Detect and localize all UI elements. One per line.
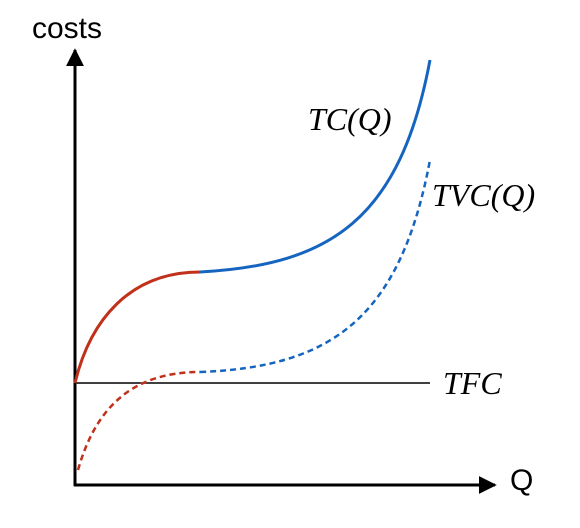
tvc-label: TVC(Q) bbox=[432, 177, 535, 213]
tvc-curve-blue bbox=[199, 159, 432, 374]
tfc-label: TFC bbox=[443, 365, 502, 401]
tc-label: TC(Q) bbox=[308, 101, 392, 137]
tc-curve-red bbox=[73, 270, 201, 384]
y-axis-label: costs bbox=[32, 12, 102, 45]
tc-curve-blue bbox=[199, 59, 432, 274]
tvc-curve-red bbox=[76, 370, 201, 471]
x-axis-label: Q bbox=[510, 464, 533, 497]
